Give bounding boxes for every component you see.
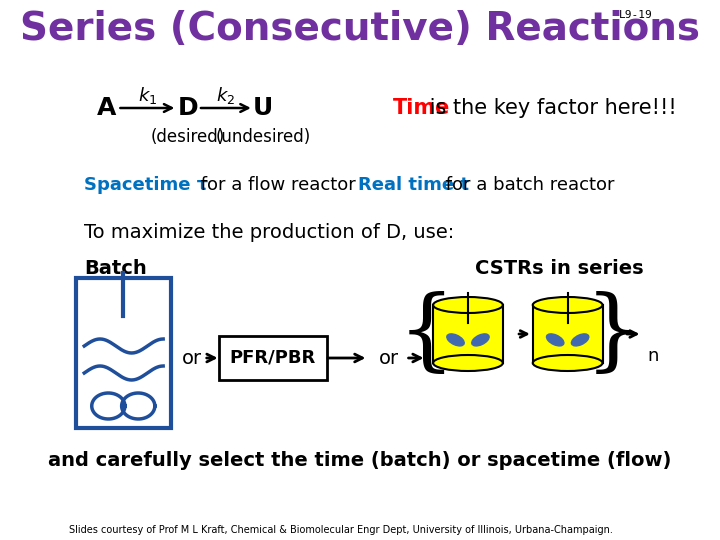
Text: CSTRs in series: CSTRs in series [475, 259, 644, 278]
Ellipse shape [472, 334, 489, 346]
FancyBboxPatch shape [219, 336, 327, 380]
Bar [76, 278, 171, 428]
Ellipse shape [533, 355, 603, 371]
Text: L9-19: L9-19 [618, 10, 652, 20]
Bar [533, 305, 603, 363]
Ellipse shape [533, 297, 603, 313]
Text: (desired): (desired) [151, 128, 225, 146]
Text: or: or [182, 348, 202, 368]
Text: Series (Consecutive) Reactions: Series (Consecutive) Reactions [20, 10, 700, 48]
Text: $k_2$: $k_2$ [216, 84, 235, 105]
Text: Slides courtesy of Prof M L Kraft, Chemical & Biomolecular Engr Dept, University: Slides courtesy of Prof M L Kraft, Chemi… [69, 525, 613, 535]
Ellipse shape [447, 334, 464, 346]
Text: D: D [178, 96, 199, 120]
Text: Time: Time [393, 98, 451, 118]
Text: (undesired): (undesired) [215, 128, 310, 146]
Text: To maximize the production of D, use:: To maximize the production of D, use: [84, 222, 454, 241]
Text: U: U [253, 96, 273, 120]
Text: $k_1$: $k_1$ [138, 84, 157, 105]
Text: or: or [379, 348, 399, 368]
Text: for a batch reactor: for a batch reactor [440, 176, 614, 194]
Text: }: } [585, 291, 642, 377]
Text: for a flow reactor: for a flow reactor [194, 176, 356, 194]
Ellipse shape [546, 334, 564, 346]
Text: n: n [647, 347, 659, 365]
Text: PFR/PBR: PFR/PBR [230, 349, 316, 367]
Ellipse shape [572, 334, 589, 346]
Text: and carefully select the time (batch) or spacetime (flow): and carefully select the time (batch) or… [48, 450, 672, 469]
Text: Real time t: Real time t [359, 176, 469, 194]
Bar [433, 305, 503, 363]
Ellipse shape [433, 297, 503, 313]
Text: Spacetime τ: Spacetime τ [84, 176, 209, 194]
Text: A: A [97, 96, 117, 120]
Ellipse shape [433, 355, 503, 371]
Text: {: { [397, 291, 455, 377]
Text: Batch: Batch [84, 259, 147, 278]
Text: is the key factor here!!!: is the key factor here!!! [423, 98, 677, 118]
